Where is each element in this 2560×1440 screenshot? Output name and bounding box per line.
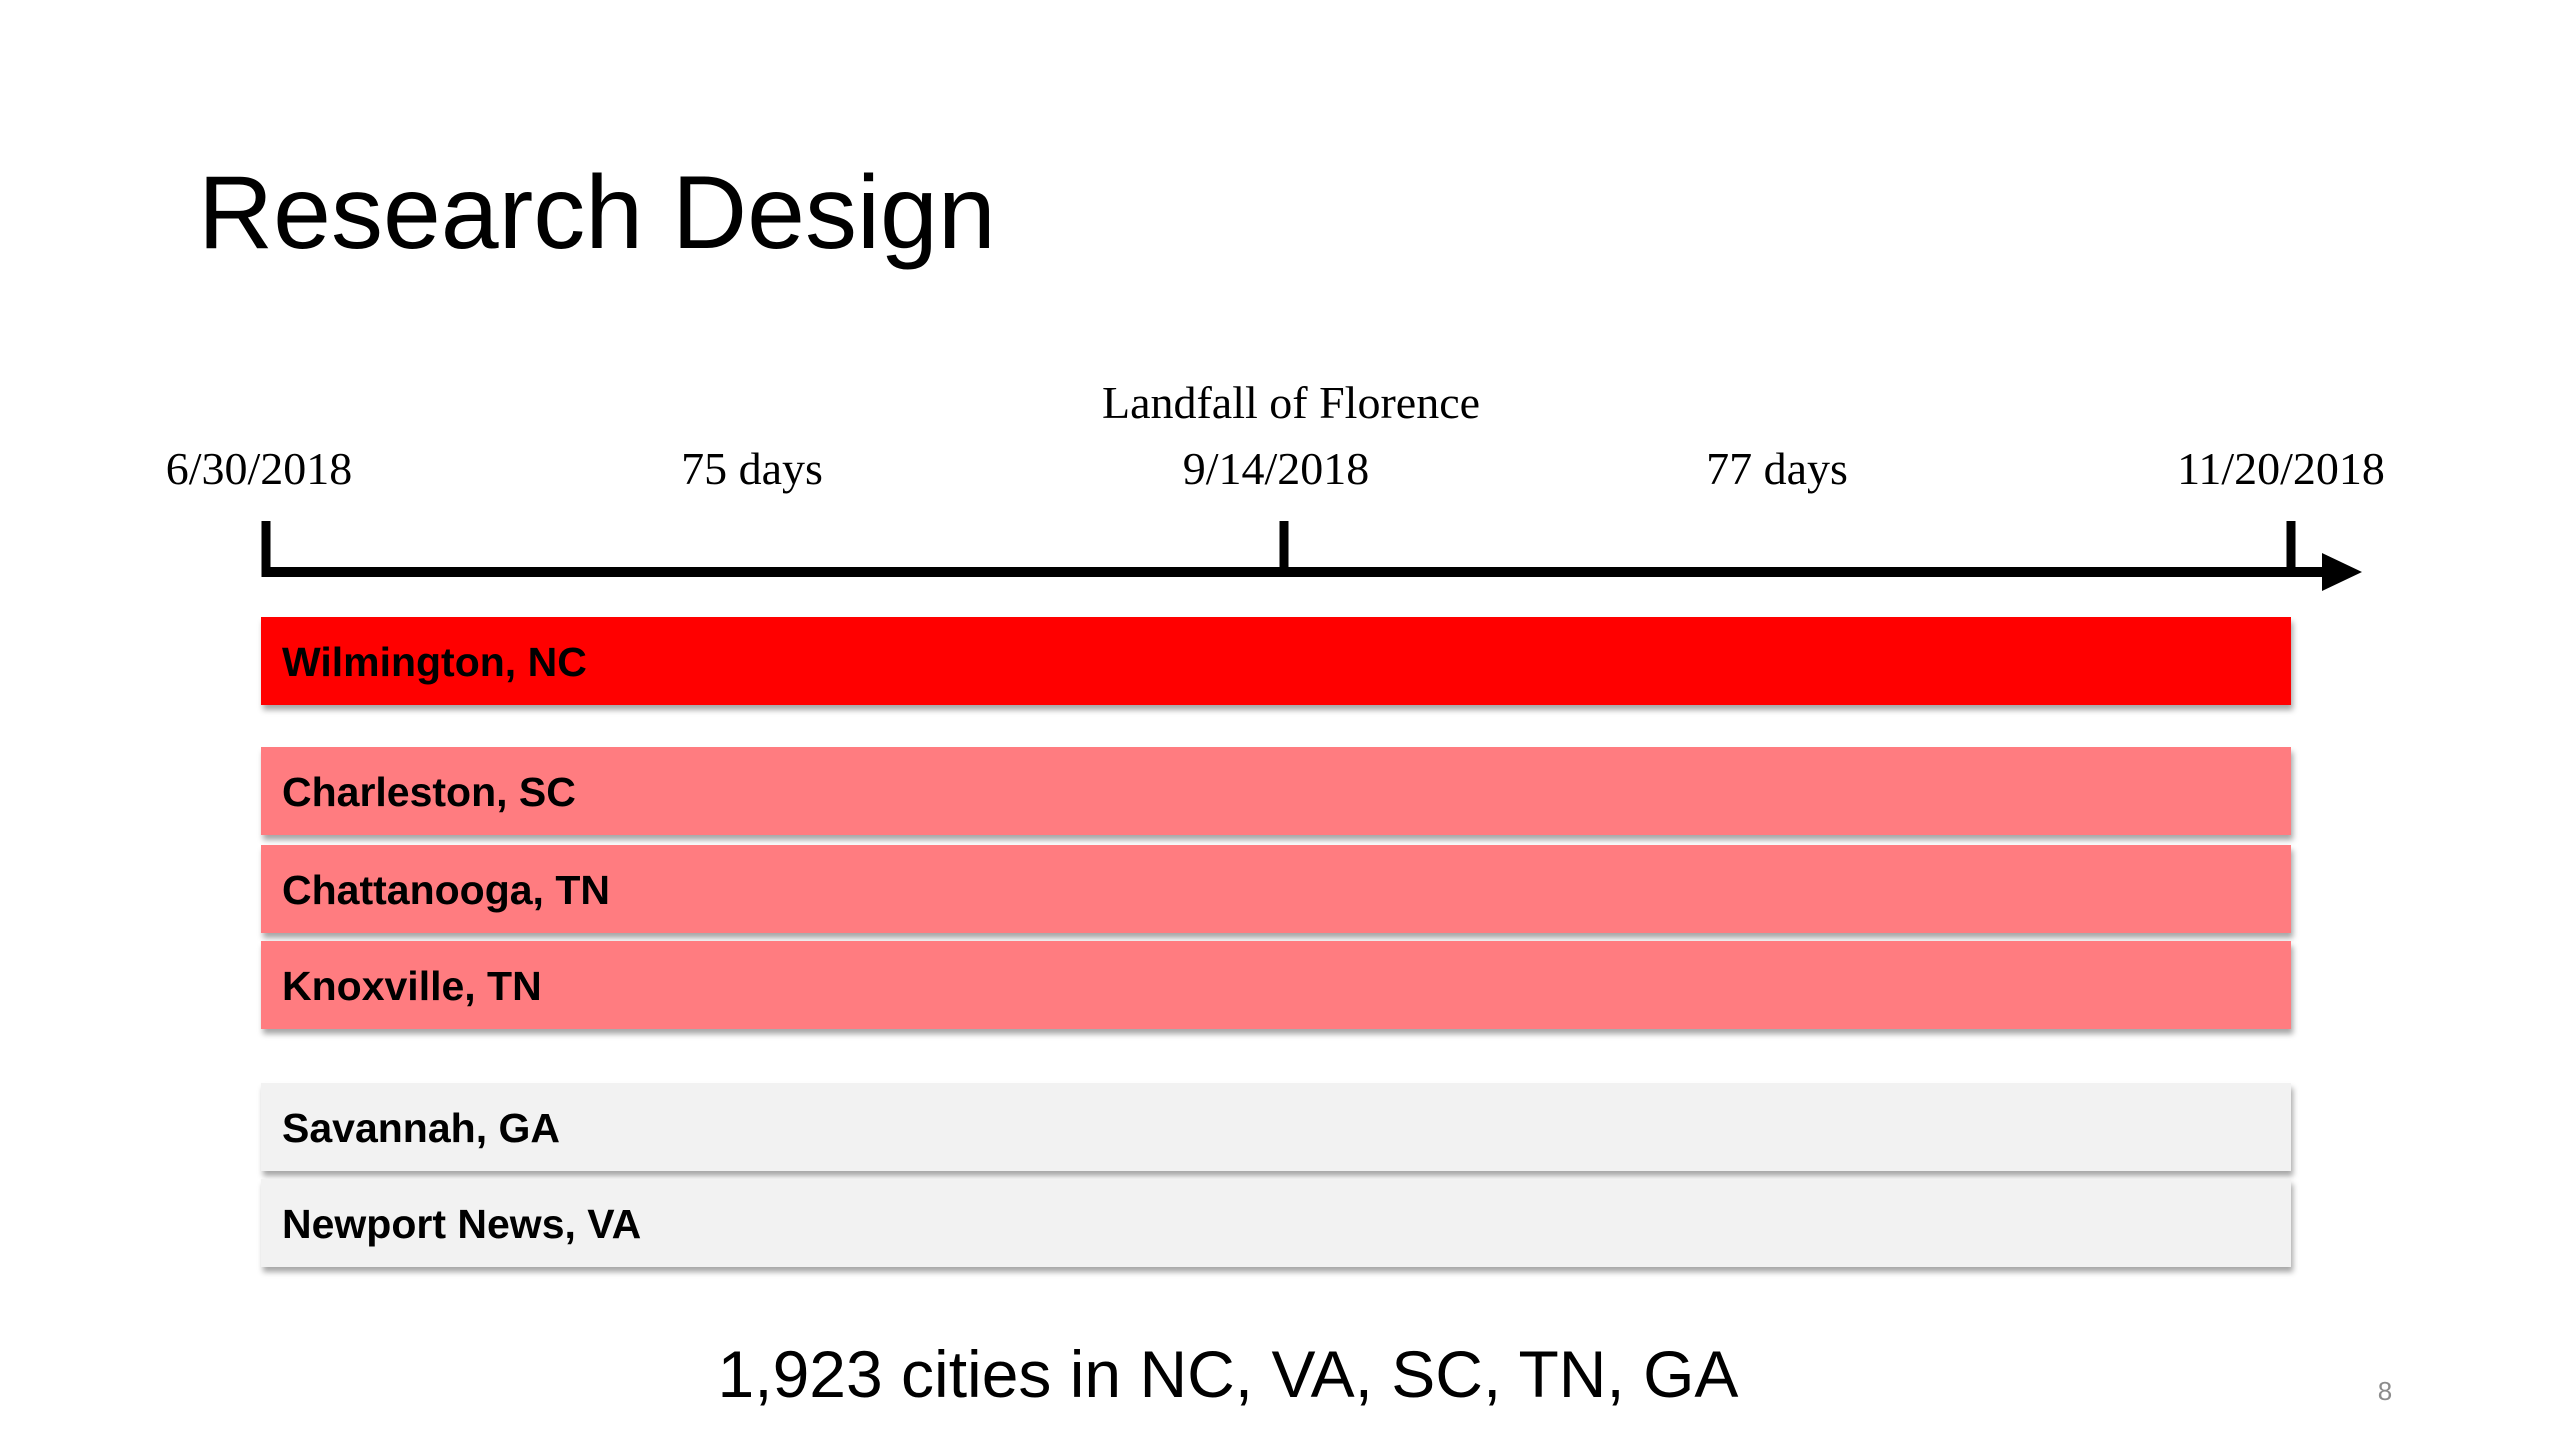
city-label: Savannah, GA (282, 1105, 560, 1151)
city-bars: Wilmington, NC Charleston, SC Chattanooga,… (261, 617, 2291, 1267)
city-label: Wilmington, NC (282, 639, 587, 685)
event-label: Landfall of Florence (1102, 377, 1480, 428)
city-bar (261, 941, 2291, 1029)
city-bar (261, 617, 2291, 705)
city-label: Charleston, SC (282, 769, 576, 815)
city-label: Chattanooga, TN (282, 867, 610, 913)
timeline-label: 6/30/2018 (166, 443, 353, 494)
page-number: 8 (2378, 1376, 2392, 1406)
slide-title: Research Design (198, 155, 996, 271)
city-bar (261, 747, 2291, 835)
city-bar (261, 1083, 2291, 1171)
city-label: Newport News, VA (282, 1201, 641, 1247)
timeline-label: 75 days (681, 443, 823, 494)
timeline-label: 11/20/2018 (2177, 443, 2385, 494)
city-bar (261, 1179, 2291, 1267)
city-label: Knoxville, TN (282, 963, 542, 1009)
timeline-label: 9/14/2018 (1183, 443, 1370, 494)
timeline-arrow (2322, 553, 2362, 591)
timeline-label: 77 days (1706, 443, 1848, 494)
footer-text: 1,923 cities in NC, VA, SC, TN, GA (718, 1337, 1739, 1411)
city-bar (261, 845, 2291, 933)
